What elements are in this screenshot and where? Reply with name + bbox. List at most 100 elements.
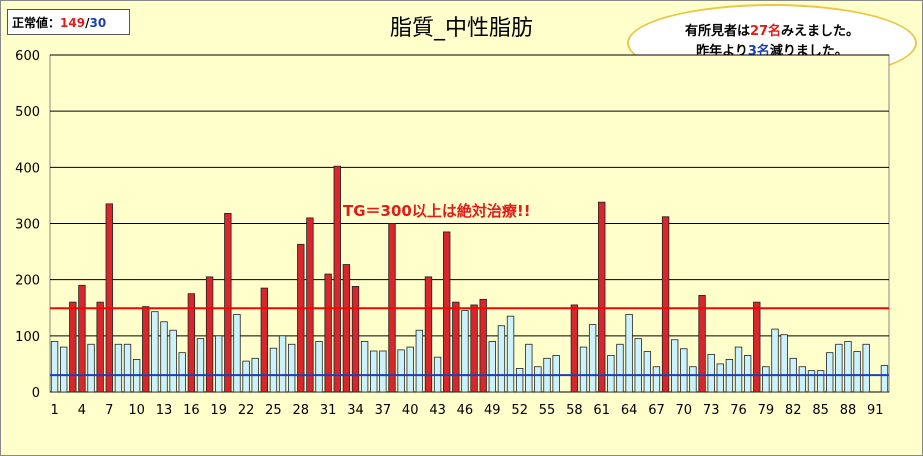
bar [625,314,633,393]
bar [351,286,360,393]
bar [87,343,95,393]
y-axis: 0 100 200 300 400 500 600 [15,49,40,401]
x-tick-label: 61 [593,403,610,418]
y-tick-label: 600 [15,49,40,64]
bar [716,363,724,393]
x-tick-label: 64 [621,403,638,418]
x-tick-label: 67 [648,403,665,418]
bar [105,203,113,393]
x-tick-label: 1 [50,403,58,418]
bar [114,343,123,393]
y-tick-label: 200 [15,274,40,289]
bar [370,350,378,393]
bar [488,341,496,393]
y-tick-label: 500 [15,105,40,120]
x-tick-label: 91 [867,403,884,418]
threshold-lines [50,307,889,377]
bar [278,335,287,393]
x-tick-label: 40 [402,403,419,418]
bar [78,284,86,393]
bar [233,314,241,393]
bar [698,294,706,393]
x-tick-label: 34 [347,403,364,418]
bar [671,339,679,393]
x-tick-label: 73 [703,403,720,418]
bar [205,276,214,393]
x-tick-label: 46 [457,403,474,418]
bar [379,350,387,393]
bar [315,341,323,393]
chart-title: 脂質_中性脂肪 [389,16,533,41]
bar [169,329,177,393]
bar [142,306,150,393]
bar [743,355,752,393]
x-tick-label: 4 [78,403,86,418]
bar [607,355,615,393]
bar [397,349,405,393]
bar [333,165,341,393]
x-tick-label: 37 [375,403,392,418]
bar [196,338,205,393]
bar [753,301,761,393]
bar [470,304,478,393]
x-tick-label: 58 [566,403,583,418]
bar [598,201,606,393]
bar [844,341,852,393]
bar [780,334,788,393]
bar [534,366,542,393]
x-tick-label: 16 [183,403,200,418]
x-tick-label: 85 [812,403,829,418]
x-tick-label: 55 [539,403,556,418]
bar [242,360,250,393]
treatment-annotation: TG＝300以上は絶対治療!! [343,202,531,220]
x-tick-label: 31 [320,403,337,418]
bar [452,301,460,393]
bar [497,325,506,393]
bar [443,231,451,393]
bar [680,348,688,393]
x-tick-label: 19 [210,403,227,418]
bar [160,321,168,393]
y-tick-label: 400 [15,161,40,176]
bar [406,346,414,393]
bar [862,343,870,393]
bar [734,346,743,393]
bar [123,343,132,393]
bar [570,304,579,393]
x-tick-label: 28 [293,403,310,418]
x-tick-label: 43 [429,403,446,418]
x-tick-label: 10 [128,403,145,418]
bar [835,343,843,393]
x-tick-label: 79 [758,403,775,418]
bar [588,324,597,393]
x-tick-label: 88 [840,403,857,418]
bar [178,352,186,393]
bar [187,293,196,393]
bar [324,273,332,393]
x-tick-label: 7 [105,403,113,418]
bar [826,352,834,393]
bar [269,347,278,393]
bar [287,343,296,393]
bar [525,343,533,393]
bar [415,329,424,393]
bar [652,366,661,393]
x-tick-label: 76 [730,403,747,418]
bar [461,310,469,393]
bar [224,212,232,393]
x-tick-label: 70 [676,403,693,418]
bar [634,338,642,393]
y-tick-label: 300 [15,218,40,233]
bar [297,243,305,393]
x-tick-label: 22 [238,403,255,418]
normal-range-label: 正常値： [12,16,61,30]
bar [479,298,487,393]
bar [96,301,104,393]
bar [515,368,524,393]
bar [579,346,588,393]
x-tick-label: 13 [156,403,173,418]
bar [762,366,770,393]
bar [643,351,652,393]
x-tick-label: 82 [785,403,802,418]
